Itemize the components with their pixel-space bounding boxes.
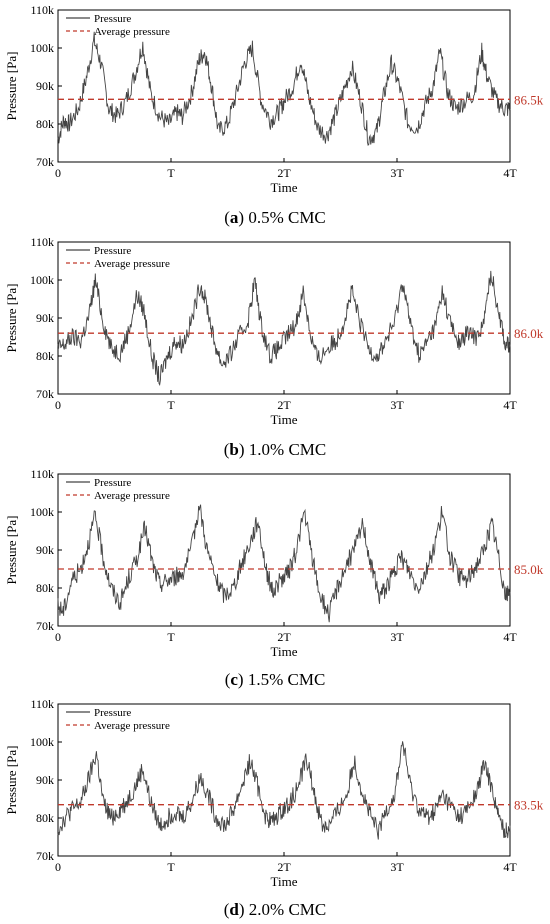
pressure-series-line: [57, 741, 511, 840]
chart-svg-d: 70k 80k 90k 100k 110k 0 T 2T 3T 4T Time Pressure [P…: [4, 697, 544, 889]
x-axis-label: Time: [271, 412, 298, 427]
y-tick-label: 110k: [30, 697, 54, 711]
y-tick-label: 80k: [36, 581, 54, 595]
caption-d: (d) 2.0% CMC: [223, 900, 327, 919]
x-tick-label: 4T: [503, 398, 517, 412]
caption-text-d: 2.0% CMC: [248, 900, 327, 919]
x-tick-label: 0: [55, 630, 61, 644]
y-tick-label: 100k: [30, 505, 54, 519]
caption-text-c: 1.5% CMC: [247, 670, 326, 689]
pressure-series-line: [57, 31, 511, 146]
x-tick-label: 4T: [503, 860, 517, 874]
y-tick-label: 110k: [30, 3, 54, 17]
panel-label-a: a: [229, 208, 239, 227]
y-tick-label: 70k: [36, 155, 54, 169]
average-value-label: 83.5k: [514, 798, 544, 813]
chart-panel-d: 70k 80k 90k 100k 110k 0 T 2T 3T 4T Time Pressure [P…: [0, 694, 550, 924]
y-tick-label: 70k: [36, 849, 54, 863]
average-value-label: 86.0k: [514, 326, 544, 341]
legend-pressure-label: Pressure: [94, 707, 131, 719]
caption-c: (c) 1.5% CMC: [224, 670, 326, 689]
panel-label-d: d: [229, 900, 239, 919]
y-axis-label: Pressure [Pa]: [4, 516, 19, 585]
x-tick-label: 2T: [277, 166, 291, 180]
y-tick-label: 100k: [30, 735, 54, 749]
caption-text-b: 1.0% CMC: [248, 440, 327, 459]
y-axis-label: Pressure [Pa]: [4, 746, 19, 815]
x-tick-label: 0: [55, 860, 61, 874]
legend-average-label: Average pressure: [94, 26, 170, 38]
legend-average-label: Average pressure: [94, 258, 170, 270]
panel-label-c: c: [230, 670, 238, 689]
panel-label-b: b: [229, 440, 239, 459]
y-tick-label: 90k: [36, 543, 54, 557]
pressure-series-line: [57, 504, 511, 623]
legend-pressure-label: Pressure: [94, 245, 131, 257]
x-tick-label: 2T: [277, 860, 291, 874]
x-tick-label: 0: [55, 398, 61, 412]
x-tick-label: 3T: [390, 630, 404, 644]
x-tick-label: 0: [55, 166, 61, 180]
y-tick-label: 90k: [36, 79, 54, 93]
x-tick-label: T: [167, 398, 175, 412]
x-tick-label: 3T: [390, 398, 404, 412]
legend-pressure-label: Pressure: [94, 13, 131, 25]
chart-panel-b: 70k 80k 90k 100k 110k 0 T 2T 3T 4T Time Pressure [P…: [0, 232, 550, 464]
x-tick-label: 2T: [277, 630, 291, 644]
x-tick-label: 3T: [390, 166, 404, 180]
chart-svg-a: 70k 80k 90k 100k 110k 0 T 2T 3T 4T Time Pressure [P…: [4, 3, 544, 195]
legend-pressure-label: Pressure: [94, 477, 131, 489]
y-axis-label: Pressure [Pa]: [4, 52, 19, 121]
y-tick-label: 80k: [36, 811, 54, 825]
x-tick-label: 2T: [277, 398, 291, 412]
average-value-label: 86.5k: [514, 92, 544, 107]
y-tick-label: 80k: [36, 117, 54, 131]
x-tick-label: T: [167, 860, 175, 874]
caption-text-a: 0.5% CMC: [248, 208, 326, 227]
y-tick-label: 70k: [36, 619, 54, 633]
x-tick-label: 3T: [390, 860, 404, 874]
caption-b: (b) 1.0% CMC: [223, 440, 327, 459]
average-value-label: 85.0k: [514, 562, 544, 577]
x-axis-label: Time: [271, 644, 298, 659]
y-tick-label: 90k: [36, 311, 54, 325]
y-tick-label: 100k: [30, 273, 54, 287]
y-tick-label: 110k: [30, 467, 54, 481]
y-tick-label: 100k: [30, 41, 54, 55]
chart-panel-c: 70k 80k 90k 100k 110k 0 T 2T 3T 4T Time Pressure [P…: [0, 464, 550, 694]
chart-svg-b: 70k 80k 90k 100k 110k 0 T 2T 3T 4T Time Pressure [P…: [4, 235, 544, 427]
x-tick-label: 4T: [503, 166, 517, 180]
x-axis-label: Time: [271, 874, 298, 889]
x-axis-label: Time: [271, 180, 298, 195]
x-tick-label: T: [167, 166, 175, 180]
y-tick-label: 110k: [30, 235, 54, 249]
x-tick-label: 4T: [503, 630, 517, 644]
caption-a: (a) 0.5% CMC: [224, 208, 326, 227]
legend-average-label: Average pressure: [94, 720, 170, 732]
x-tick-label: T: [167, 630, 175, 644]
y-tick-label: 80k: [36, 349, 54, 363]
chart-svg-c: 70k 80k 90k 100k 110k 0 T 2T 3T 4T Time Pressure [P…: [4, 467, 544, 659]
y-axis-label: Pressure [Pa]: [4, 284, 19, 353]
y-tick-label: 90k: [36, 773, 54, 787]
chart-panel-a: 70k 80k 90k 100k 110k 0 T 2T 3T 4T Time Pressure [P…: [0, 0, 550, 232]
legend-average-label: Average pressure: [94, 490, 170, 502]
y-tick-label: 70k: [36, 387, 54, 401]
pressure-series-line: [57, 270, 511, 387]
